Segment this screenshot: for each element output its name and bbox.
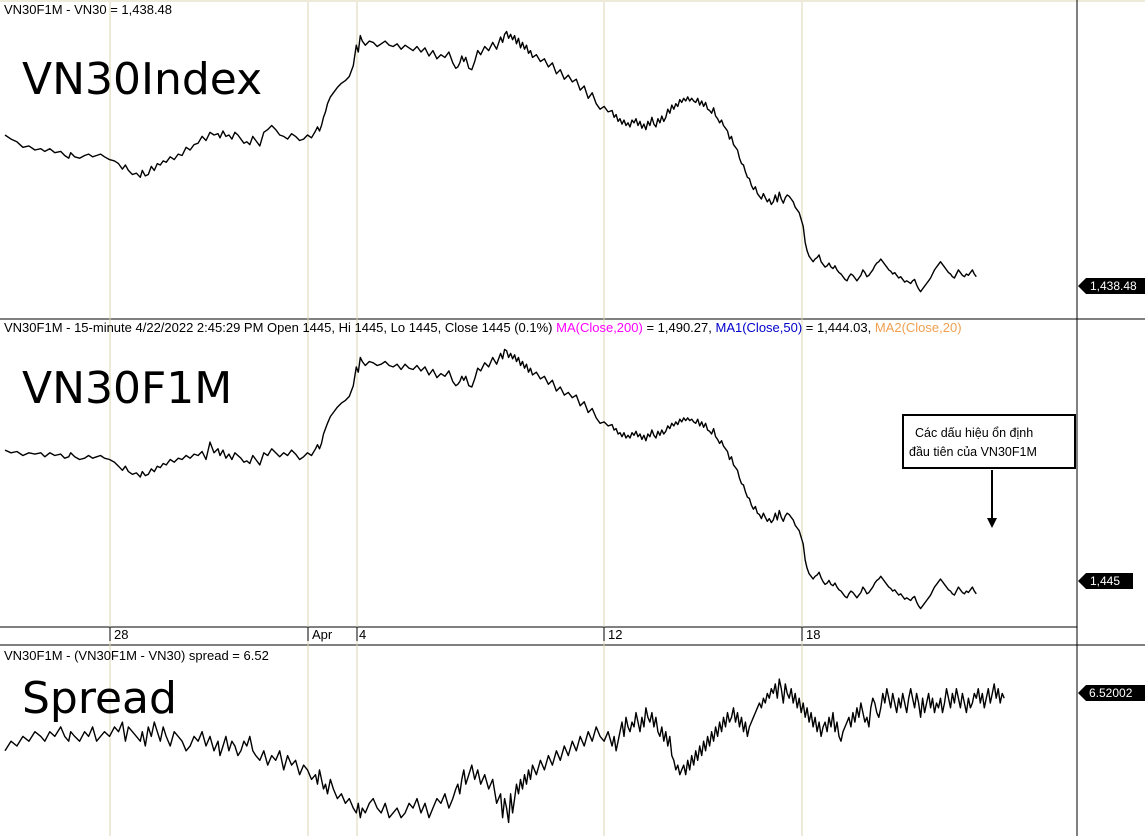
- middle-panel-header: VN30F1M - 15-minute 4/22/2022 2:45:29 PM…: [4, 320, 962, 335]
- spread-line: [4, 678, 1005, 824]
- bottom-panel-header: VN30F1M - (VN30F1M - VN30) spread = 6.52: [4, 648, 269, 663]
- middle-last-value-badge: 1,445: [1078, 573, 1133, 589]
- annotation-box: [902, 414, 1076, 469]
- tick-label-Apr: Apr: [312, 627, 333, 642]
- middle-panel-title: VN30F1M: [22, 363, 232, 414]
- ma1-label: MA1(Close,50): [715, 320, 802, 335]
- top-panel-title: VN30Index: [22, 54, 262, 105]
- ma-value: = 1,490.27,: [643, 320, 716, 335]
- ma1-value: = 1,444.03,: [802, 320, 875, 335]
- annotation-line-1: Các dấu hiệu ổn định: [915, 426, 1033, 440]
- ma-label: MA(Close,200): [556, 320, 643, 335]
- annotation-line-2: đầu tiên của VN30F1M: [909, 445, 1037, 459]
- middle-header-prefix: VN30F1M - 15-minute 4/22/2022 2:45:29 PM…: [4, 320, 556, 335]
- middle-badge-bg: [1078, 573, 1133, 589]
- bottom-panel-title: Spread: [22, 673, 177, 724]
- annotation-arrow-head: [987, 518, 997, 528]
- top-badge-bg: [1078, 278, 1145, 294]
- bottom-badge-text: 6.52002: [1089, 686, 1133, 700]
- top-badge-text: 1,438.48: [1090, 279, 1137, 293]
- tick-label-28: 28: [114, 627, 128, 642]
- tick-label-4: 4: [359, 627, 366, 642]
- bottom-last-value-badge: 6.52002: [1078, 685, 1145, 701]
- tick-label-12: 12: [608, 627, 622, 642]
- top-panel-header: VN30F1M - VN30 = 1,438.48: [4, 2, 172, 17]
- ma2-label: MA2(Close,20): [875, 320, 962, 335]
- date-axis: 28 Apr 4 12 18: [109, 627, 820, 642]
- date-gridlines: [109, 2, 803, 836]
- bottom-badge-bg: [1078, 685, 1145, 701]
- top-last-value-badge: 1,438.48: [1078, 278, 1145, 294]
- vn30f1m-line: [4, 348, 977, 610]
- vn30-index-line: [4, 30, 977, 293]
- annotation-callout: Các dấu hiệu ổn định đầu tiên của VN30F1…: [902, 414, 1076, 528]
- tick-label-18: 18: [806, 627, 820, 642]
- middle-badge-text: 1,445: [1090, 574, 1120, 588]
